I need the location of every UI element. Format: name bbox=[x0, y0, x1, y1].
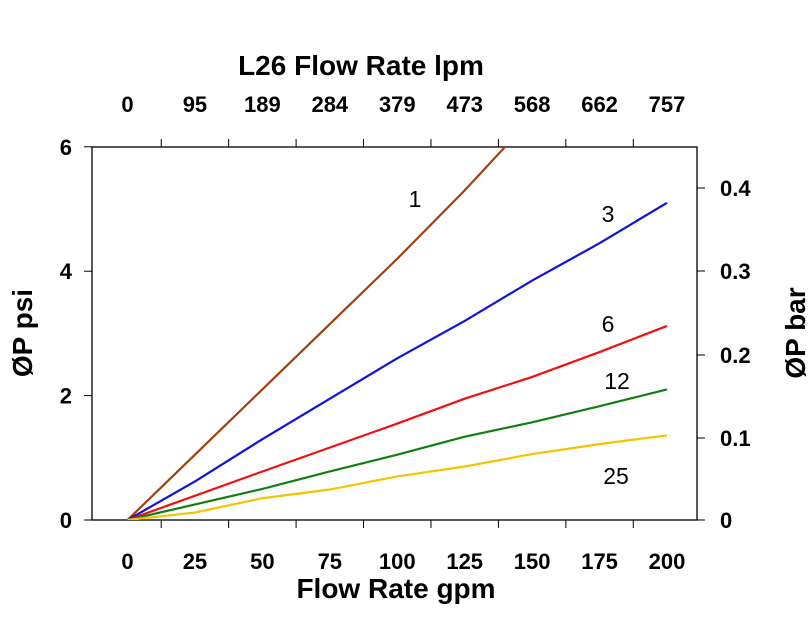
x-top-tick-label: 189 bbox=[244, 92, 281, 117]
plot-frame bbox=[91, 146, 698, 521]
x-axis-title: Flow Rate gpm bbox=[296, 573, 495, 604]
y-right-axis-title: ØP bar bbox=[780, 287, 808, 378]
y-right-tick-label: 0.3 bbox=[720, 259, 751, 284]
series-line-1 bbox=[126, 147, 506, 520]
series-label-1: 1 bbox=[409, 186, 422, 212]
series-label-6: 6 bbox=[602, 311, 615, 337]
series-line-12 bbox=[127, 388, 668, 520]
x-tick-label: 75 bbox=[318, 549, 342, 574]
x-top-tick-label: 284 bbox=[311, 92, 348, 117]
series-line-3 bbox=[126, 201, 668, 520]
y-tick-label: 4 bbox=[60, 259, 73, 284]
y-right-tick-label: 0.4 bbox=[720, 176, 751, 201]
series-label-12: 12 bbox=[604, 368, 630, 394]
series-label-3: 3 bbox=[602, 201, 615, 227]
x-tick-label: 200 bbox=[649, 549, 686, 574]
series-line-25 bbox=[127, 434, 668, 520]
x-tick-label: 25 bbox=[183, 549, 207, 574]
x-tick-label: 150 bbox=[514, 549, 551, 574]
y-right-tick-label: 0.1 bbox=[720, 426, 751, 451]
y-tick-label: 2 bbox=[60, 384, 72, 409]
x-tick-label: 175 bbox=[581, 549, 618, 574]
y-tick-label: 0 bbox=[60, 508, 72, 533]
x-top-tick-label: 473 bbox=[446, 92, 483, 117]
x-tick-label: 100 bbox=[379, 549, 416, 574]
x-top-tick-label: 95 bbox=[183, 92, 207, 117]
y-tick-label: 6 bbox=[60, 135, 72, 160]
y-right-tick-label: 0.2 bbox=[720, 343, 751, 368]
x-tick-label: 125 bbox=[446, 549, 483, 574]
x-top-tick-label: 757 bbox=[649, 92, 686, 117]
x-top-tick-label: 379 bbox=[379, 92, 416, 117]
series-label-25: 25 bbox=[603, 463, 629, 489]
x-tick-label: 0 bbox=[121, 549, 133, 574]
y-axis-title: ØP psi bbox=[7, 289, 38, 377]
x-top-tick-label: 662 bbox=[581, 92, 618, 117]
x-top-tick-label: 0 bbox=[121, 92, 133, 117]
x-top-tick-label: 568 bbox=[514, 92, 551, 117]
x-tick-label: 50 bbox=[250, 549, 274, 574]
y-right-tick-label: 0 bbox=[720, 508, 732, 533]
series-line-6 bbox=[127, 324, 668, 520]
top-axis-title: L26 Flow Rate lpm bbox=[238, 50, 484, 81]
